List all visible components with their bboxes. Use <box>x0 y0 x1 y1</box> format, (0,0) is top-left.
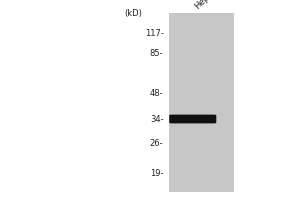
Text: 34-: 34- <box>150 114 164 123</box>
Text: HepG2: HepG2 <box>193 0 220 11</box>
Text: (kD): (kD) <box>124 9 142 18</box>
Text: 117-: 117- <box>145 28 164 38</box>
Text: 48-: 48- <box>150 88 164 98</box>
FancyBboxPatch shape <box>169 115 216 123</box>
Text: 19-: 19- <box>150 168 164 178</box>
Text: 26-: 26- <box>150 138 164 148</box>
Text: 85-: 85- <box>150 48 164 58</box>
Bar <box>169 13 234 192</box>
